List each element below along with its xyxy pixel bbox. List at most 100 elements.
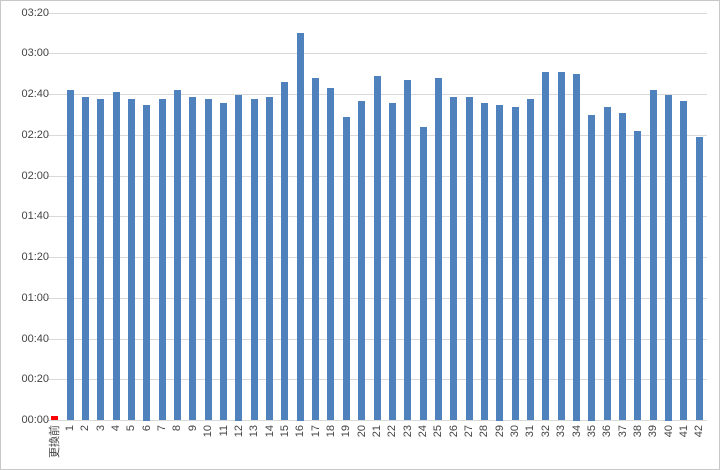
x-tick-label: 28	[478, 425, 491, 438]
bar	[665, 94, 673, 421]
y-tick-label: 01:20	[21, 251, 49, 263]
x-tick-label: 12	[232, 425, 245, 438]
bar	[419, 127, 427, 421]
bar	[281, 82, 289, 421]
y-tick-label: 01:40	[21, 210, 49, 223]
bar	[603, 106, 611, 421]
x-tick-label: 11	[217, 425, 230, 437]
bar	[373, 76, 381, 421]
x-tick-label: 16	[294, 425, 307, 438]
x-tick-label: 36	[601, 425, 614, 438]
y-tick-label: 00:00	[21, 414, 49, 426]
x-tick-label: 39	[647, 425, 660, 438]
gridline	[47, 420, 707, 421]
bar	[465, 96, 473, 421]
x-tick-label: 38	[631, 425, 644, 438]
gridline	[47, 12, 707, 14]
x-tick-label: 32	[539, 425, 552, 438]
bar	[143, 104, 151, 421]
x-tick-label: 13	[248, 425, 261, 438]
bar	[588, 114, 596, 421]
gridline	[47, 53, 707, 55]
bar	[404, 80, 412, 421]
y-tick-label: 00:20	[21, 373, 49, 386]
x-tick-label: 25	[432, 425, 445, 438]
bar	[204, 98, 212, 421]
bar	[127, 98, 135, 421]
x-tick-label: 20	[355, 425, 368, 438]
y-tick-label: 02:00	[21, 169, 49, 182]
bar	[680, 100, 688, 421]
x-tick-label: 3	[94, 425, 107, 432]
bar	[327, 88, 335, 421]
x-tick-label: 34	[570, 425, 583, 438]
x-tick-label: 17	[309, 425, 322, 438]
y-tick-label: 00:40	[21, 332, 49, 345]
x-tick-label: 5	[125, 425, 138, 432]
x-tick-label: 21	[371, 425, 383, 438]
bar	[526, 98, 534, 421]
bar	[81, 96, 89, 421]
bar	[450, 96, 458, 421]
x-tick-label: 9	[186, 425, 199, 432]
bar-before-replacement	[51, 416, 59, 421]
bar	[388, 102, 396, 421]
x-tick-label: 15	[278, 425, 291, 438]
bar	[542, 72, 550, 421]
bar	[511, 106, 519, 421]
bar	[557, 72, 565, 421]
bar	[619, 112, 627, 421]
bar	[173, 90, 181, 421]
x-tick-label: 8	[171, 425, 184, 432]
bar	[358, 100, 366, 421]
x-tick-label: 1	[64, 425, 77, 432]
x-tick-label: 33	[555, 425, 568, 438]
bar	[112, 92, 120, 421]
bar	[649, 90, 657, 421]
y-tick-label: 03:00	[21, 47, 49, 60]
x-tick-label: 22	[386, 425, 399, 438]
x-tick-label: 35	[585, 425, 598, 438]
x-tick-label: 26	[447, 425, 460, 438]
x-tick-label: 37	[616, 425, 629, 438]
x-tick-label: 24	[417, 425, 430, 438]
bar	[342, 116, 350, 421]
bar	[496, 104, 504, 421]
bar	[235, 94, 243, 421]
bar	[695, 137, 703, 421]
x-tick-label: 更換前	[48, 425, 61, 458]
bar	[220, 102, 227, 421]
x-tick-label: 14	[263, 425, 276, 438]
bar	[158, 98, 166, 421]
bar	[266, 96, 274, 421]
x-tick-label: 7	[156, 425, 169, 432]
bar	[66, 90, 74, 421]
x-tick-label: 31	[524, 425, 537, 438]
bar	[434, 78, 442, 421]
x-tick-label: 30	[509, 425, 522, 438]
x-tick-label: 4	[110, 425, 123, 432]
x-tick-label: 29	[493, 425, 506, 438]
y-tick-label: 02:20	[21, 128, 49, 141]
bar	[312, 78, 320, 421]
x-tick-label: 42	[693, 425, 706, 438]
y-tick-label: 02:40	[21, 88, 49, 100]
x-tick-label: 18	[324, 425, 337, 438]
x-tick-label: 6	[140, 425, 153, 432]
x-tick-label: 10	[202, 425, 215, 438]
x-tick-label: 19	[340, 425, 353, 438]
bar	[296, 33, 304, 421]
bar	[634, 131, 642, 421]
x-tick-label: 40	[662, 425, 675, 438]
y-tick-label: 01:00	[21, 291, 49, 304]
x-tick-label: 41	[677, 425, 690, 438]
bar	[97, 98, 105, 421]
bar	[573, 74, 581, 421]
x-tick-label: 2	[79, 425, 92, 432]
bar	[250, 98, 258, 421]
y-tick-label: 03:20	[21, 6, 49, 19]
x-tick-label: 27	[463, 425, 476, 438]
bar	[189, 96, 197, 421]
x-tick-label: 23	[401, 425, 414, 438]
